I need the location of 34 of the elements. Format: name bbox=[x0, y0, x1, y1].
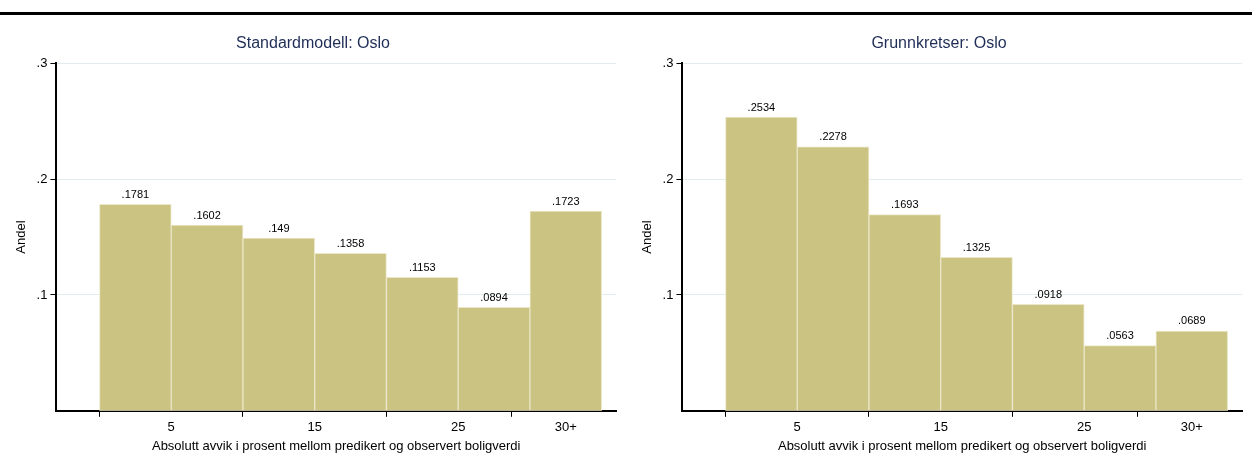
x-tick-label: 5 bbox=[793, 419, 801, 435]
data-label: .1153 bbox=[408, 260, 436, 273]
x-tick-label: 5 bbox=[167, 419, 175, 435]
data-label: .2278 bbox=[819, 130, 847, 143]
data-label: .149 bbox=[268, 221, 290, 234]
y-axis-title: Andel bbox=[13, 220, 29, 254]
x-tick-label: 30+ bbox=[554, 419, 577, 435]
y-tick-label: .1 bbox=[36, 286, 48, 302]
y-tick-label: .3 bbox=[662, 54, 674, 70]
x-tick-label: 30+ bbox=[1180, 419, 1203, 435]
y-tick-label: .2 bbox=[662, 170, 674, 186]
x-tick-label: 15 bbox=[307, 419, 322, 435]
data-label: .0918 bbox=[1034, 287, 1063, 300]
data-label: .1602 bbox=[193, 208, 221, 221]
data-label: .0563 bbox=[1106, 329, 1134, 342]
chart-title: Standardmodell: Oslo bbox=[236, 34, 391, 52]
data-label: .2534 bbox=[747, 100, 776, 113]
data-label: .1358 bbox=[336, 236, 365, 249]
x-tick-label: 15 bbox=[933, 419, 948, 435]
data-label: .1723 bbox=[552, 194, 580, 207]
data-label: .1325 bbox=[962, 240, 991, 253]
x-axis-title: Absolutt avvik i prosent mellom predikert og observert boligverdi bbox=[777, 437, 1147, 453]
chart-title: Grunnkretser: Oslo bbox=[871, 34, 1007, 52]
y-tick-label: .2 bbox=[36, 170, 48, 186]
y-tick-label: .3 bbox=[36, 54, 48, 70]
data-label: .0894 bbox=[480, 290, 508, 303]
x-tick-label: 25 bbox=[1076, 419, 1092, 435]
y-tick-label: .1 bbox=[662, 286, 674, 302]
data-label: .1693 bbox=[891, 198, 919, 211]
x-axis-title: Absolutt avvik i prosent mellom predikert og observert boligverdi bbox=[151, 437, 521, 453]
y-axis-title: Andel bbox=[639, 220, 655, 254]
x-tick-label: 25 bbox=[450, 419, 466, 435]
data-label: .1781 bbox=[121, 187, 150, 200]
data-label: .0689 bbox=[1178, 314, 1206, 327]
